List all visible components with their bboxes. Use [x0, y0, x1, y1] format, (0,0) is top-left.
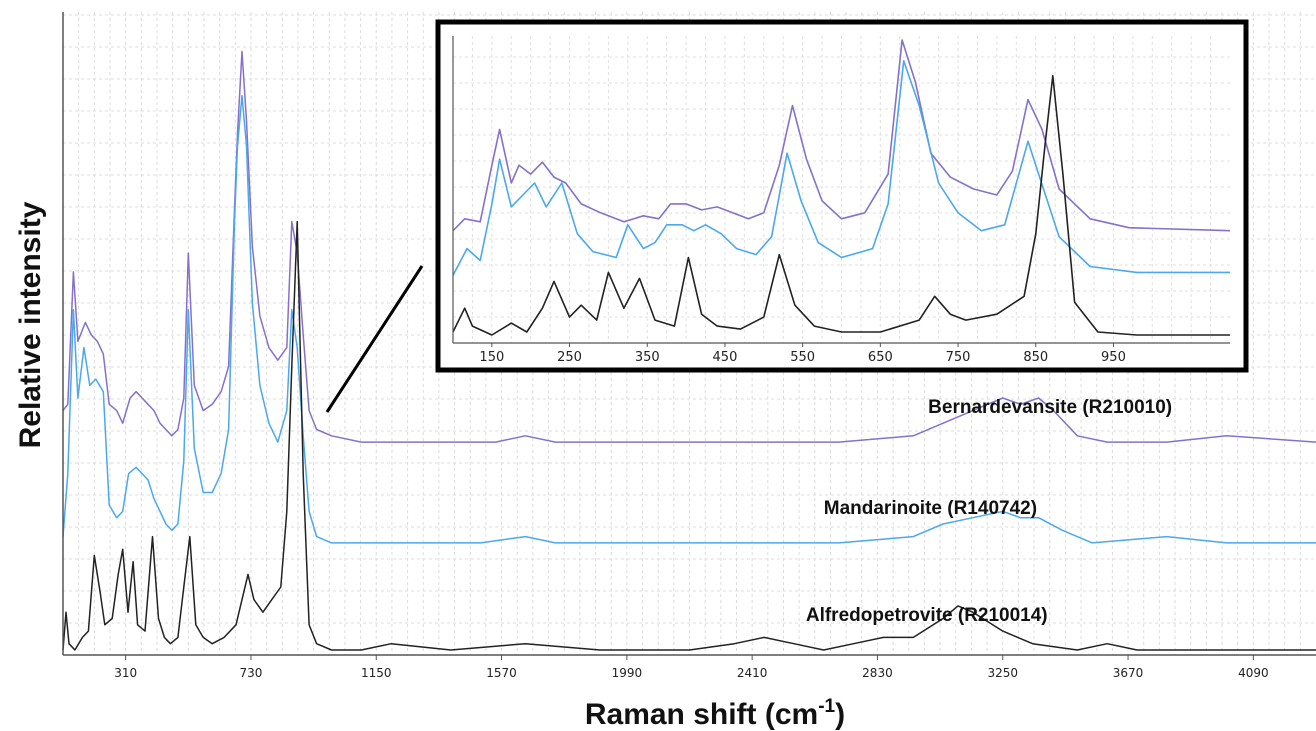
- x-tick-label: 730: [239, 666, 262, 680]
- series-label: Alfredopetrovite (R210014): [806, 605, 1048, 626]
- y-axis-title: Relative intensity: [14, 201, 47, 448]
- x-tick-label: 1150: [361, 666, 392, 680]
- inset-x-tick-label: 450: [713, 350, 738, 365]
- series-label: Bernardevansite (R210010): [928, 397, 1172, 418]
- series-labels: Bernardevansite (R210010) Mandarinoite (R…: [806, 397, 1172, 626]
- inset-pointer-line: [325, 265, 424, 413]
- x-tick-label: 3250: [987, 666, 1018, 680]
- x-tick-label: 4090: [1238, 666, 1269, 680]
- inset-x-tick-label: 550: [790, 350, 815, 365]
- inset-chart: 150 250 350 450 550 650 750 850 950: [435, 19, 1249, 373]
- x-axis-title: Raman shift (cm-1): [585, 696, 845, 731]
- series-label: Mandarinoite (R140742): [824, 498, 1037, 519]
- inset-x-tick-label: 850: [1023, 350, 1048, 365]
- x-axis-title-close: ): [835, 698, 845, 731]
- inset-x-tick-label: 950: [1101, 350, 1126, 365]
- x-tick-label: 1990: [612, 666, 643, 680]
- inset-x-tick-label: 150: [479, 350, 504, 365]
- x-axis-title-superscript: -1: [818, 696, 835, 717]
- series-line-1: [62, 94, 1316, 544]
- inset-x-tick-label: 650: [868, 350, 893, 365]
- x-tick-labels: 310 730 1150 1570 1990 2410 2830 3250 3670 4090: [114, 655, 1269, 680]
- inset-series-line-1: [452, 60, 1230, 276]
- inset-x-tick-label: 350: [635, 350, 660, 365]
- x-tick-label: 1570: [486, 666, 517, 680]
- inset-x-tick-labels: 150 250 350 450 550 650 750 850 950: [479, 343, 1126, 365]
- x-axis-title-main: Raman shift (cm: [585, 698, 818, 731]
- x-tick-label: 2830: [862, 666, 893, 680]
- series-line-0: [62, 50, 1316, 443]
- inset-series-line-0: [452, 39, 1231, 232]
- x-tick-label: 3670: [1113, 666, 1144, 680]
- x-tick-label: 310: [114, 666, 137, 680]
- main-axes: [62, 12, 1316, 656]
- inset-series-group: [452, 39, 1231, 336]
- inset-series-line-2: [452, 75, 1230, 336]
- x-tick-label: 2410: [737, 666, 768, 680]
- inset-x-tick-label: 250: [557, 350, 582, 365]
- series-line-2: [62, 220, 1316, 651]
- main-series-group: [62, 50, 1316, 651]
- inset-x-tick-label: 750: [946, 350, 971, 365]
